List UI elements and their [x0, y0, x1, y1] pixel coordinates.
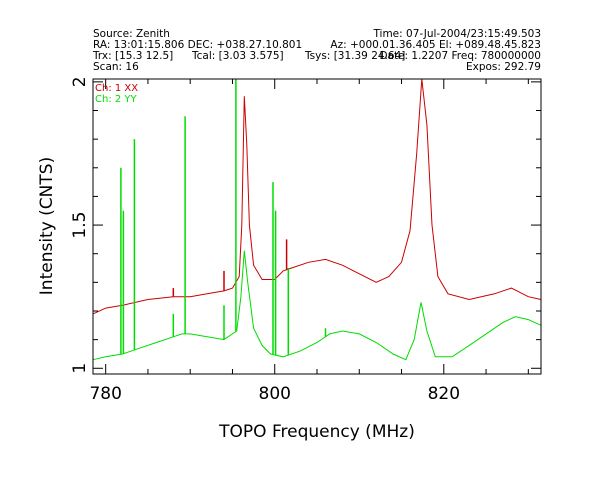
y-tick-label-0: 1	[70, 363, 90, 374]
plot-frame	[92, 78, 542, 375]
x-tick-label-800: 800	[259, 384, 291, 404]
header-date-freq: Date: 1.2207 Freq: 780000000	[379, 50, 541, 62]
header-az-el: Az: +000.01.36.405 El: +089.48.45.823	[330, 39, 541, 51]
legend-ch1: Ch: 1 XX	[95, 83, 138, 94]
header-scan: Scan: 16	[93, 61, 139, 73]
header-tcal: Tcal: [3.03 3.575]	[192, 50, 284, 62]
header-trx: Trx: [15.3 12.5]	[93, 50, 174, 62]
x-tick-label-820: 820	[428, 384, 460, 404]
series-line-ch2	[92, 250, 542, 361]
series-line-ch1	[92, 78, 542, 315]
header-tsys: Tsys: [31.39 24.64]	[305, 50, 406, 62]
y-tick-label-2: 2	[70, 76, 90, 87]
x-tick-label-780: 780	[89, 384, 121, 404]
y-axis-title: Intensity (CNTS)	[37, 157, 57, 295]
legend-ch2: Ch: 2 YY	[95, 94, 138, 105]
header-time: Time: 07-Jul-2004/23:15:49.503	[373, 28, 541, 40]
x-axis-title: TOPO Frequency (MHz)	[218, 422, 415, 442]
series-layer	[92, 78, 542, 361]
y-tick-label-1: 1.5	[70, 212, 90, 239]
ticks-layer: 780 800 820 1 1.5 2	[70, 76, 541, 404]
header-source: Source: Zenith	[93, 28, 170, 40]
header-expos: Expos: 292.79	[465, 61, 541, 73]
header-ra-dec: RA: 13:01:15.806 DEC: +038.27.10.801	[93, 39, 303, 51]
